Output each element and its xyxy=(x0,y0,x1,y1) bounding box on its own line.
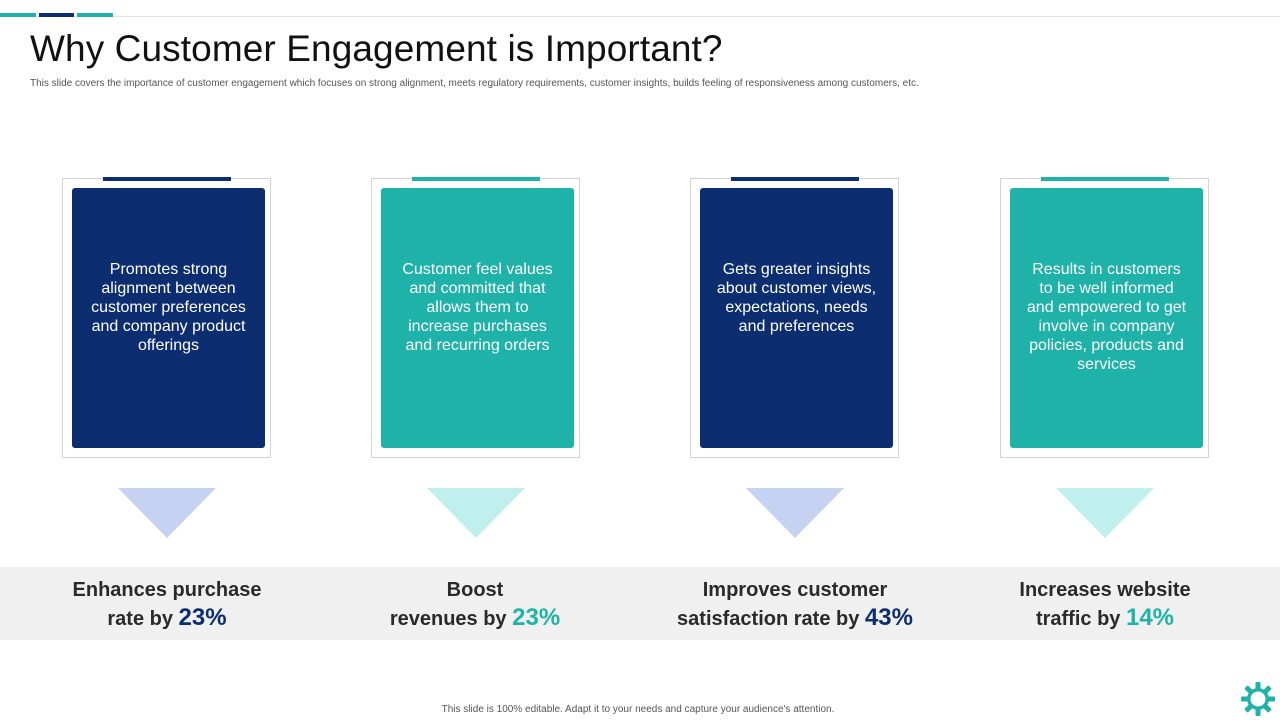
stat-value: 43% xyxy=(864,604,913,631)
card-accent-bar xyxy=(1041,177,1169,181)
slide-footer: This slide is 100% editable. Adapt it to… xyxy=(441,704,835,715)
stat-value: 14% xyxy=(1125,604,1175,631)
stat-1: Enhances purchase rate by 23% xyxy=(37,576,297,633)
stat-4: Increases website traffic by 14% xyxy=(975,576,1235,633)
accent-tick xyxy=(0,13,36,17)
gear-icon xyxy=(1241,682,1275,716)
slide-title: Why Customer Engagement is Important? xyxy=(30,28,723,69)
accent-tick xyxy=(39,13,74,17)
card-accent-bar xyxy=(103,177,231,181)
stat-line1: Enhances purchase xyxy=(72,579,262,601)
benefit-card-1: Promotes strong alignment between custom… xyxy=(62,177,271,458)
card-panel: Promotes strong alignment between custom… xyxy=(72,188,265,448)
slide-subtitle: This slide covers the importance of cust… xyxy=(30,78,919,89)
down-arrow-icon xyxy=(746,488,844,538)
stat-line1: Improves customer xyxy=(702,579,888,601)
stat-value: 23% xyxy=(178,604,227,631)
benefit-card-4: Results in customers to be well informed… xyxy=(1000,177,1209,458)
stat-line2: revenues by xyxy=(389,608,507,630)
stat-line1: Boost xyxy=(446,579,504,601)
stat-value: 23% xyxy=(512,604,561,631)
card-panel: Customer feel values and committed that … xyxy=(381,188,574,448)
card-text: Results in customers to be well informed… xyxy=(1026,261,1187,373)
stats-band xyxy=(0,567,1280,640)
benefit-card-3: Gets greater insights about customer vie… xyxy=(690,177,899,458)
card-text: Promotes strong alignment between custom… xyxy=(91,261,246,354)
card-panel: Gets greater insights about customer vie… xyxy=(700,188,893,448)
stat-line2: satisfaction rate by xyxy=(677,608,860,630)
down-arrow-icon xyxy=(427,488,525,538)
stat-3: Improves customer satisfaction rate by 4… xyxy=(665,576,925,633)
stat-line2: traffic by xyxy=(1035,608,1121,630)
accent-tick xyxy=(77,13,113,17)
top-divider xyxy=(0,16,1280,17)
down-arrow-icon xyxy=(118,488,216,538)
stat-line1: Increases website xyxy=(1019,579,1191,601)
card-panel: Results in customers to be well informed… xyxy=(1010,188,1203,448)
stat-line2: rate by xyxy=(107,608,173,630)
benefit-card-2: Customer feel values and committed that … xyxy=(371,177,580,458)
card-text: Gets greater insights about customer vie… xyxy=(716,261,877,335)
down-arrow-icon xyxy=(1056,488,1154,538)
stat-2: Boost revenues by 23% xyxy=(345,576,605,633)
card-accent-bar xyxy=(731,177,859,181)
card-accent-bar xyxy=(412,177,540,181)
card-text: Customer feel values and committed that … xyxy=(402,261,553,354)
